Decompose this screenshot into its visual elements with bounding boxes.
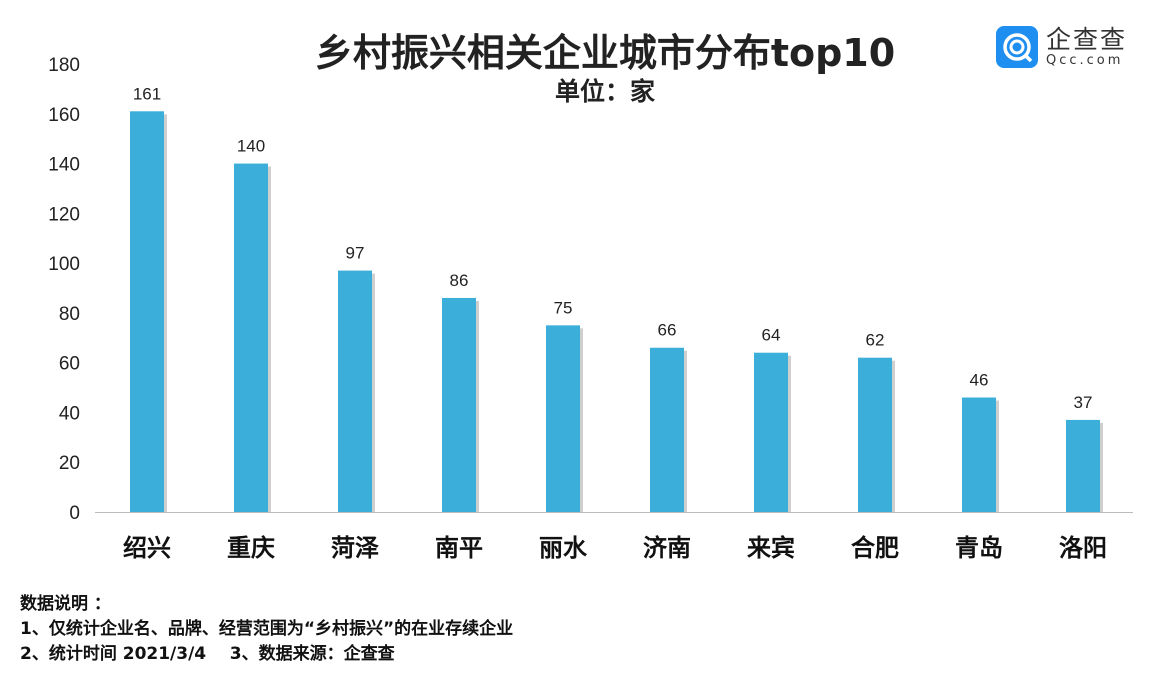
- x-tick-label: 青岛: [955, 534, 1003, 562]
- data-label: 86: [450, 271, 469, 290]
- bar: [1066, 419, 1100, 512]
- data-label: 161: [133, 84, 161, 103]
- x-tick-label: 合肥: [851, 534, 899, 562]
- logo-name: 企查查: [1046, 24, 1128, 54]
- x-tick-label: 南平: [435, 534, 483, 562]
- data-label: 62: [866, 331, 885, 350]
- x-tick-label: 菏泽: [331, 534, 379, 562]
- bar: [338, 270, 372, 512]
- data-label: 66: [658, 321, 677, 340]
- y-tick-label: 80: [59, 304, 80, 325]
- x-tick-label: 来宾: [747, 534, 795, 562]
- x-tick-label: 绍兴: [123, 534, 171, 562]
- bar: [650, 347, 684, 512]
- bar: [962, 397, 996, 512]
- bar: [130, 111, 164, 513]
- data-label: 75: [554, 298, 573, 317]
- notes-heading: 数据说明 ：: [20, 594, 111, 614]
- chart-subtitle: 单位：家: [554, 77, 655, 106]
- bar: [546, 325, 580, 512]
- notes-line-1: 1、仅统计企业名、品牌、经营范围为“乡村振兴”的在业存续企业: [20, 619, 514, 639]
- x-tick-label: 丽水: [539, 534, 588, 562]
- logo-domain: Qcc.com: [1046, 52, 1124, 68]
- y-tick-label: 180: [48, 55, 80, 76]
- y-tick-label: 160: [48, 105, 80, 126]
- y-tick-label: 60: [59, 354, 80, 375]
- data-label: 140: [237, 137, 265, 156]
- data-label: 37: [1074, 393, 1093, 412]
- x-tick-label: 重庆: [227, 534, 275, 562]
- y-tick-label: 20: [59, 453, 80, 474]
- bar: [442, 297, 476, 512]
- bar: [858, 357, 892, 512]
- y-tick-label: 120: [48, 204, 80, 225]
- data-label: 46: [970, 371, 989, 390]
- data-label: 64: [762, 326, 781, 345]
- x-tick-label: 济南: [643, 534, 691, 562]
- bar: [234, 163, 268, 513]
- y-tick-label: 100: [48, 254, 80, 275]
- data-label: 97: [346, 244, 365, 263]
- chart-title: 乡村振兴相关企业城市分布top10: [314, 31, 896, 75]
- x-tick-label: 洛阳: [1059, 534, 1107, 562]
- data-notes: 数据说明 ： 1、仅统计企业名、品牌、经营范围为“乡村振兴”的在业存续企业 2、…: [20, 592, 513, 667]
- y-tick-label: 40: [59, 403, 80, 424]
- y-tick-label: 0: [69, 503, 80, 524]
- y-tick-label: 140: [48, 155, 80, 176]
- bar: [754, 352, 788, 512]
- qcc-logo-icon: [996, 26, 1038, 68]
- qcc-logo: 企查查 Qcc.com: [996, 26, 1127, 68]
- notes-line-2: 2、统计时间 2021/3/4 3、数据来源：企查查: [20, 644, 395, 664]
